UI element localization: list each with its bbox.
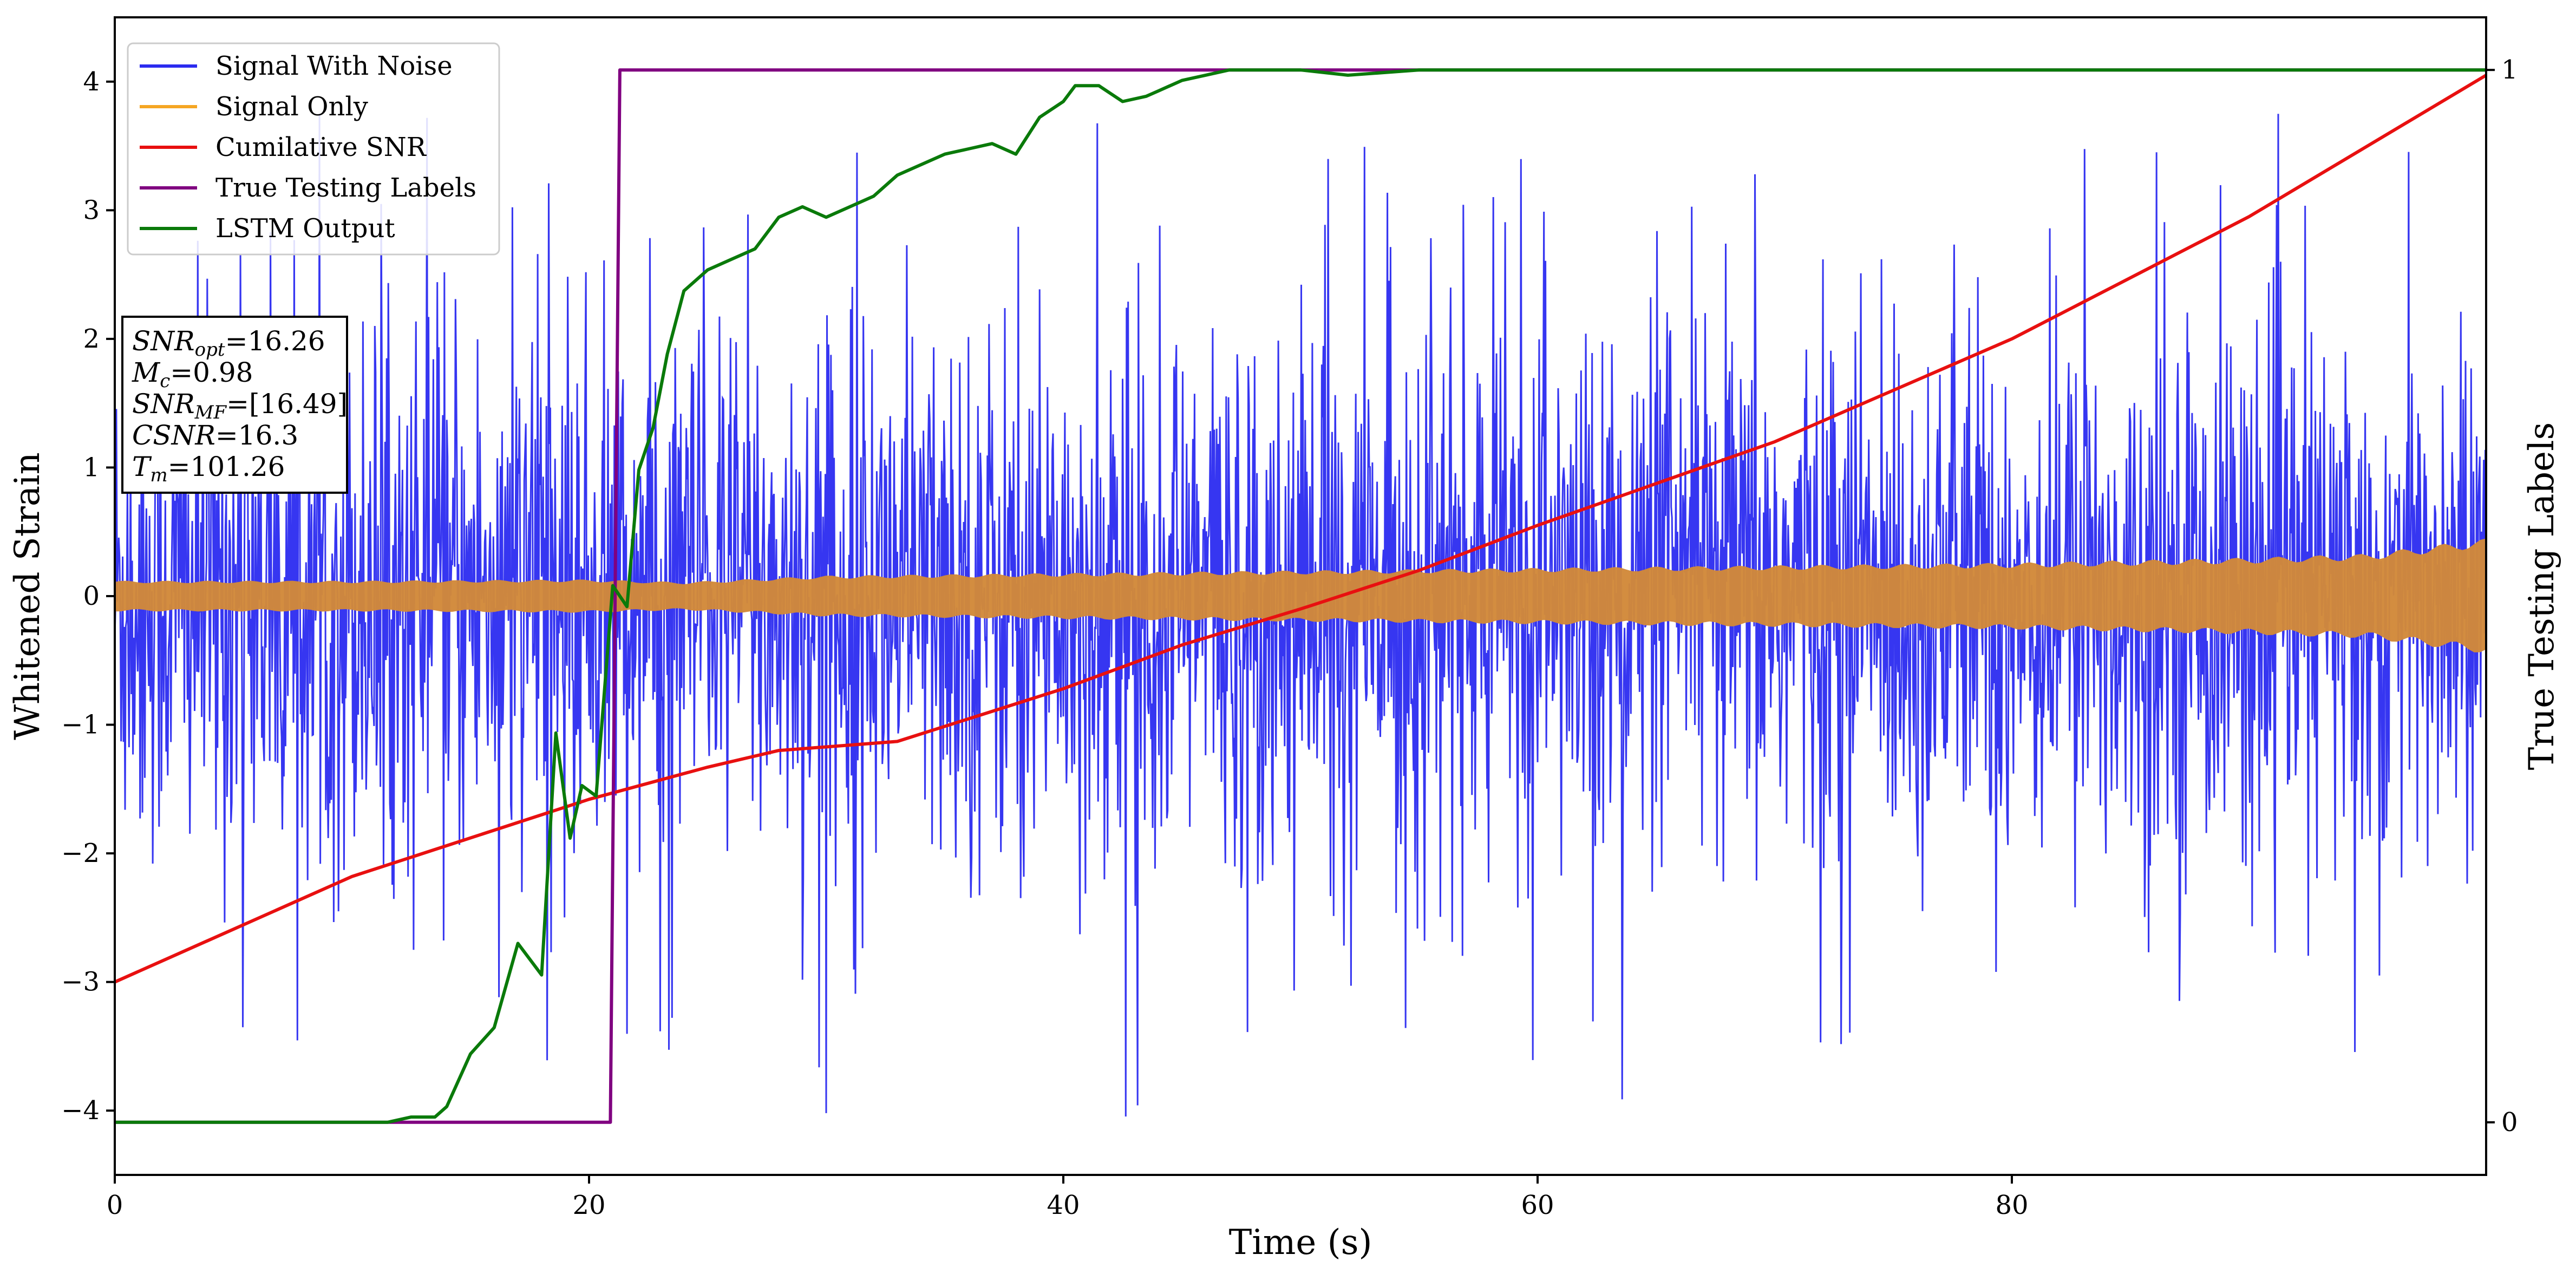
info-box: SNRopt=16.26Mc=0.98SNRMF=[16.49]CSNR=16.…: [121, 316, 348, 494]
legend-label: Cumilative SNR: [215, 132, 427, 162]
info-line: CSNR=16.3: [132, 420, 298, 451]
legend: Signal With Noise Signal Only Cumilative S…: [127, 42, 500, 256]
y-tick-label: 1: [83, 452, 100, 482]
x-tick-label: 60: [1521, 1190, 1554, 1220]
info-line: SNRMF=[16.49]: [132, 388, 348, 423]
legend-item: Cumilative SNR: [140, 132, 427, 162]
info-box-frame: [121, 316, 348, 494]
series-cumilative-snr: [115, 74, 2486, 984]
legend-item: Signal With Noise: [140, 51, 453, 81]
legend-label: True Testing Labels: [215, 173, 476, 203]
series-signal-only: [115, 538, 2486, 652]
y-tick-label: 2: [83, 324, 100, 354]
legend-item: Signal Only: [140, 92, 368, 122]
info-line: Mc=0.98: [132, 357, 253, 392]
x-tick-label: 20: [572, 1190, 605, 1220]
y-tick-label: 4: [83, 67, 100, 97]
info-line: Tm=101.26: [132, 451, 285, 486]
series-lstm-output: [115, 68, 2486, 1124]
y-tick-label: −2: [61, 838, 100, 868]
legend-label: Signal With Noise: [215, 51, 453, 81]
legend-label: LSTM Output: [215, 213, 395, 244]
y-tick-label: 0: [83, 581, 100, 611]
x-tick-label: 80: [1995, 1190, 2028, 1220]
right-axis-title: True Testing Labels: [2522, 422, 2562, 770]
y-axis-title: Whitened Strain: [8, 452, 48, 740]
plot-area: [115, 68, 2486, 1124]
y-tick-label: 3: [83, 195, 100, 225]
y-tick-label: −1: [61, 710, 100, 740]
legend-item: True Testing Labels: [140, 173, 476, 203]
legend-label: Signal Only: [215, 92, 368, 122]
right-tick-label: 1: [2501, 55, 2518, 85]
x-tick-label: 40: [1047, 1190, 1080, 1220]
y-tick-label: −3: [61, 967, 100, 997]
legend-box: [127, 42, 500, 256]
y-tick-label: −4: [61, 1095, 100, 1126]
x-axis-title: Time (s): [1229, 1223, 1372, 1263]
right-tick-label: 0: [2501, 1107, 2518, 1138]
info-line: SNRopt=16.26: [132, 325, 325, 361]
legend-item: LSTM Output: [140, 213, 395, 244]
x-tick-label: 0: [107, 1190, 123, 1220]
